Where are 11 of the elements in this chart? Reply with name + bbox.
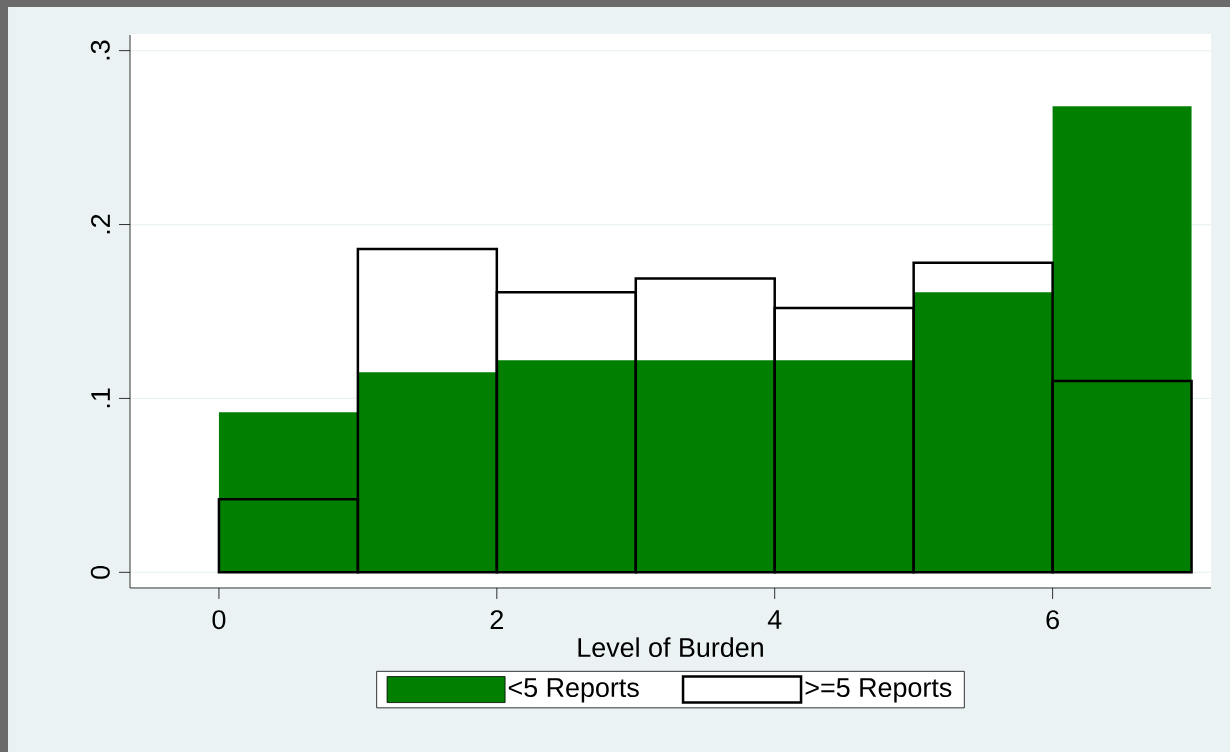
y-tick-label: .3 (90, 40, 110, 60)
x-tick-label: 4 (767, 610, 782, 629)
x-tick-label: 0 (212, 610, 226, 630)
x-axis-title: Level of Burden (578, 637, 763, 658)
legend-label: <5 Reports (508, 678, 639, 703)
y-tick-label: 0 (90, 565, 110, 579)
y-tick-label: .1 (91, 388, 110, 408)
x-tick-label: 6 (1046, 610, 1059, 630)
legend-label: >=5 Reports (805, 678, 952, 703)
y-tick-label: .2 (91, 214, 110, 234)
x-tick-label: 2 (490, 610, 503, 629)
